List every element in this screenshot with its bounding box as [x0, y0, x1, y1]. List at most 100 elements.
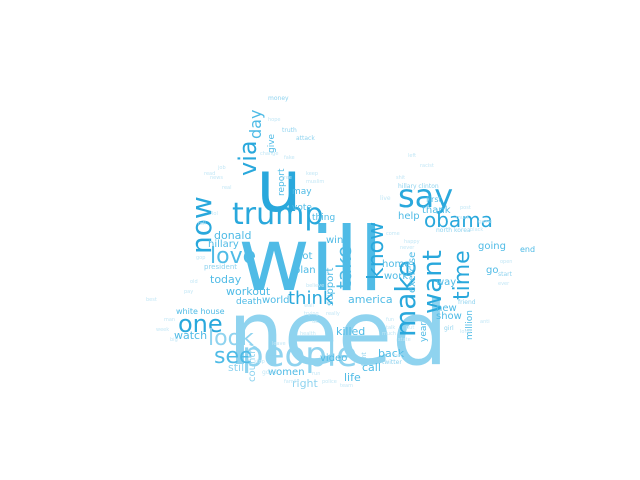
word-look: look [208, 326, 254, 351]
word-year: year [419, 321, 429, 342]
word-million: million [465, 310, 475, 340]
word-pay: pay [184, 289, 194, 295]
word-real: real [222, 185, 232, 191]
word-right: right [292, 377, 318, 390]
word-free: free [282, 175, 292, 181]
word-video: video [320, 353, 348, 364]
word-new: new [436, 303, 457, 314]
word-hillary: hillary [208, 239, 239, 250]
word-hope: hope [268, 117, 281, 123]
word-help: help [398, 211, 420, 222]
word-thing: thing [312, 213, 336, 223]
word-wall: wall [304, 303, 314, 309]
word-thank: thank [422, 205, 451, 216]
word-happy: happy [404, 239, 420, 245]
word-go: go [486, 265, 499, 276]
word-take: take [332, 245, 356, 289]
word-change: change [260, 151, 279, 157]
word-tell: tell [198, 221, 206, 227]
word-old: old [190, 279, 198, 285]
word-home: home [382, 259, 411, 270]
word-post: post [460, 205, 471, 211]
word-week: week [156, 327, 170, 333]
word-work: work [384, 271, 409, 282]
word-people: people [242, 335, 358, 375]
word-girl: girl [444, 325, 454, 332]
word-watch: watch [174, 329, 208, 342]
word-never: never [400, 245, 415, 251]
word-obama: obama [424, 208, 493, 232]
word-say: say [398, 177, 454, 215]
word-police: police [322, 379, 337, 385]
word-way: way [436, 277, 457, 288]
word-still: still [228, 361, 248, 374]
word-state: state [398, 337, 411, 343]
word-gop: gop [196, 255, 206, 261]
word-live: live [380, 195, 391, 202]
word-fun: fun [386, 317, 395, 323]
word-first: first [426, 195, 442, 204]
word-one: one [178, 310, 223, 338]
word-white-house: white house [176, 307, 225, 316]
word-death: death [236, 297, 262, 307]
word-game: game [478, 219, 493, 225]
word-will: will [238, 208, 384, 311]
word-america: america [348, 293, 393, 306]
word-report: report [277, 168, 287, 197]
word-via: via [234, 140, 262, 176]
word-women: women [268, 367, 305, 378]
word-money: money [268, 95, 289, 102]
word-back: back [378, 347, 405, 360]
word-team: team [340, 383, 353, 389]
word-plan: plan [294, 265, 316, 276]
word-must: must [456, 215, 469, 221]
word-family: family [284, 379, 300, 385]
word-talk: talk [386, 325, 396, 331]
word-world: world [262, 295, 290, 306]
word-north-korea: north korea [436, 227, 471, 234]
word-love: love [210, 244, 257, 269]
word-got: got [296, 251, 313, 262]
word-vote: vote [292, 203, 312, 213]
word-believe: believe [306, 283, 325, 289]
word-muslim: muslim [306, 179, 325, 185]
word-put: put [406, 325, 415, 331]
word-us: us [312, 319, 318, 325]
word-open: open [500, 259, 513, 265]
word-big: big [170, 337, 178, 343]
word-show: show [436, 311, 462, 322]
word-trying: trying [304, 311, 319, 317]
word-left: left [408, 153, 417, 159]
word-hot: hot [394, 353, 403, 359]
word-job: job [218, 165, 226, 171]
word-think: think [288, 288, 334, 309]
word-today: today [210, 273, 242, 286]
word-may: may [292, 187, 312, 197]
word-u: u [256, 144, 302, 228]
word-ever: ever [498, 281, 510, 287]
word-going: going [478, 241, 506, 252]
word-support: support [325, 267, 336, 306]
word-much: much [382, 331, 396, 337]
word-day: day [246, 109, 265, 139]
word-good: good [262, 369, 277, 376]
word-life: life [344, 371, 361, 384]
word-stop: stop [254, 359, 265, 365]
word-keep: keep [306, 171, 319, 177]
word-fight: fight [361, 352, 368, 366]
word-president: president [204, 263, 237, 271]
word-time: time [450, 250, 475, 300]
word-need: need [228, 282, 448, 385]
word-donald: donald [214, 229, 252, 242]
word-start: start [498, 271, 512, 278]
word-news: news [210, 175, 223, 181]
word-win: win [326, 235, 344, 246]
word-anti: anti [480, 319, 490, 325]
word-shit: shit [396, 175, 406, 181]
word-man: man [164, 317, 176, 323]
word-truth: truth [282, 127, 297, 134]
word-leave: leave [272, 341, 286, 347]
word-read: read [204, 171, 216, 177]
word-lol: lol [212, 211, 218, 217]
